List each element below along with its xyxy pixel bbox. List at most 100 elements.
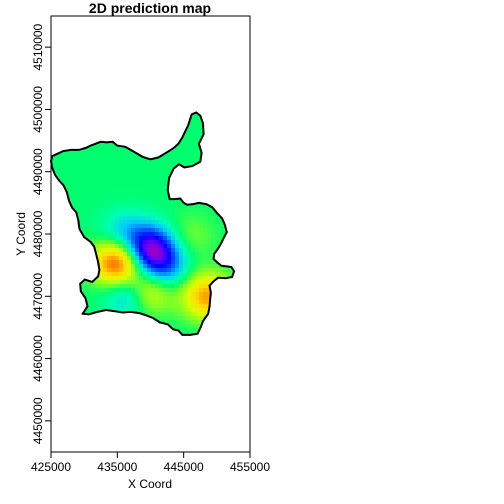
heatmap-cell [239,268,244,273]
heatmap-cell [139,212,144,217]
heatmap-cell [79,132,84,137]
heatmap-cell [83,252,88,257]
heatmap-cell [143,140,148,145]
heatmap-cell [75,200,80,205]
heatmap-cell [119,332,124,335]
heatmap-cell [103,152,108,157]
heatmap-cell [171,264,176,269]
heatmap-cell [115,148,120,153]
heatmap-cell [179,140,184,145]
heatmap-cell [219,172,224,177]
heatmap-cell [163,180,168,185]
heatmap-cell [115,188,120,193]
heatmap-cell [83,284,88,289]
heatmap-cell [139,236,144,241]
heatmap-cell [71,144,76,149]
heatmap-cell [167,132,172,137]
heatmap-cell [207,320,212,325]
heatmap-cell [247,176,252,181]
heatmap-cell [95,128,100,133]
heatmap-cell [103,248,108,253]
heatmap-cell [115,168,120,173]
heatmap-cell [215,244,220,249]
heatmap-cell [207,220,212,225]
heatmap-cell [59,316,64,321]
heatmap-cell [211,332,216,335]
heatmap-cell [235,312,240,317]
heatmap-cell [167,224,172,229]
heatmap-cell [111,248,116,253]
heatmap-cell [79,328,84,333]
heatmap-cell [215,328,220,333]
heatmap-cell [147,172,152,177]
heatmap-cell [71,204,76,209]
heatmap-cell [227,112,232,117]
heatmap-cell [163,200,168,205]
heatmap-cell [199,208,204,213]
heatmap-cell [143,200,148,205]
heatmap-cell [239,116,244,121]
heatmap-cell [247,196,252,201]
heatmap-cell [71,256,76,261]
heatmap-cell [87,128,92,133]
heatmap-cell [219,292,224,297]
heatmap-cell [111,184,116,189]
heatmap-cell [87,340,92,345]
heatmap-cell [63,348,68,353]
heatmap-cell [139,200,144,205]
heatmap-cell [123,112,128,113]
heatmap-cell [103,344,108,349]
heatmap-cell [55,172,60,177]
heatmap-cell [243,288,248,293]
heatmap-cell [203,312,208,317]
heatmap-cell [183,144,188,149]
heatmap-cell [171,324,176,329]
heatmap-cell [119,188,124,193]
heatmap-cell [143,208,148,213]
heatmap-cell [243,304,248,309]
heatmap-cell [115,112,120,117]
heatmap-cell [243,268,248,273]
heatmap-cell [67,276,72,281]
heatmap-cell [207,240,212,245]
heatmap-cell [151,112,156,117]
heatmap-cell [211,132,216,137]
heatmap-cell [111,260,116,265]
heatmap-cell [235,148,240,153]
heatmap-cell [151,172,156,177]
heatmap-cell [235,284,240,289]
heatmap-cell [239,244,244,249]
heatmap-cell [79,252,84,257]
heatmap-cell [127,224,132,229]
heatmap-cell [223,348,228,353]
heatmap-cell [131,320,136,325]
heatmap-cell [63,316,68,321]
heatmap-cell [155,268,160,273]
heatmap-cell [79,180,84,185]
heatmap-cell [163,332,168,335]
heatmap-cell [175,296,180,301]
heatmap-cell [127,332,132,335]
heatmap-cell [63,272,68,277]
heatmap-cell [183,208,188,213]
heatmap-cell [251,260,256,265]
heatmap-cell [55,140,60,145]
heatmap-cell [179,304,184,309]
heatmap-cell [159,156,164,161]
heatmap-cell [231,224,235,229]
heatmap-cell [251,176,256,181]
heatmap-cell [183,260,188,265]
heatmap-cell [131,212,136,217]
heatmap-cell [91,112,96,113]
heatmap-cell [195,284,200,289]
heatmap-cell [107,340,112,345]
heatmap-cell [235,124,240,129]
heatmap-cell [63,132,68,137]
heatmap-cell [171,112,176,117]
heatmap-cell [91,344,96,349]
heatmap-cell [63,264,68,269]
heatmap-cell [187,112,192,113]
heatmap-cell [51,260,56,265]
heatmap-cell [75,184,80,189]
heatmap-cell [71,336,76,341]
